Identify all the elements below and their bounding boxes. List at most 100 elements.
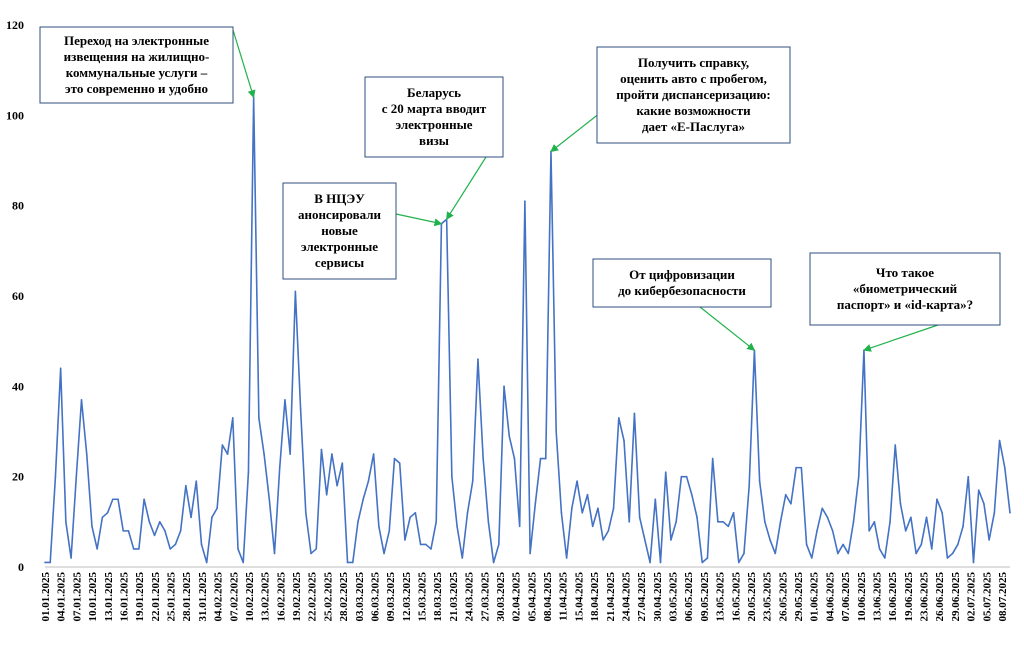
data-point <box>351 561 354 564</box>
x-tick-label: 11.04.2025 <box>558 572 570 621</box>
data-point <box>179 530 182 532</box>
data-point <box>899 502 902 505</box>
data-point <box>44 561 46 564</box>
data-point <box>581 512 584 514</box>
x-tick-label: 27.04.2025 <box>636 572 648 622</box>
data-point <box>576 480 578 482</box>
callout-text-line: новые <box>321 223 358 238</box>
callout-text-line: электронные <box>301 239 378 254</box>
data-point <box>263 453 265 455</box>
x-tick-label: 07.02.2025 <box>228 572 240 622</box>
x-tick-label: 13.02.2025 <box>260 572 272 622</box>
data-point <box>967 475 970 478</box>
data-point <box>774 552 777 555</box>
data-point <box>138 548 140 550</box>
y-tick-label: 120 <box>6 18 24 32</box>
data-point <box>800 466 803 469</box>
callout-text-line: паспорт» и «id-карта»? <box>837 297 973 312</box>
data-point <box>638 516 641 519</box>
data-point <box>461 557 464 559</box>
data-point <box>847 552 850 555</box>
callout-text-line: В НЦЭУ <box>314 191 365 206</box>
data-point <box>977 489 980 492</box>
data-point <box>831 530 834 532</box>
data-point <box>388 530 391 532</box>
data-point <box>633 412 636 415</box>
data-point <box>889 521 891 523</box>
data-point <box>628 521 631 523</box>
data-point <box>701 561 704 564</box>
data-point <box>404 539 406 541</box>
data-point <box>941 512 943 514</box>
x-tick-label: 28.01.2025 <box>181 572 193 622</box>
data-point <box>873 521 876 523</box>
data-point <box>737 561 740 564</box>
data-point <box>513 457 516 460</box>
y-tick-label: 80 <box>12 199 24 213</box>
callout-arrow <box>550 112 601 153</box>
data-point <box>691 493 693 496</box>
data-point <box>101 516 104 519</box>
data-point <box>837 552 839 555</box>
x-tick-label: 10.01.2025 <box>87 572 99 622</box>
x-tick-label: 05.04.2025 <box>526 572 538 622</box>
x-tick-label: 03.05.2025 <box>668 572 680 622</box>
data-point <box>910 516 912 519</box>
x-tick-label: 13.05.2025 <box>715 572 727 622</box>
data-point <box>367 480 370 482</box>
x-tick-label: 02.04.2025 <box>511 572 523 622</box>
y-axis: 0 20 40 60 80 100 120 <box>6 18 1010 574</box>
data-point <box>174 543 177 546</box>
data-point <box>930 548 933 550</box>
callout-box <box>809 252 1001 326</box>
data-point <box>91 525 93 528</box>
data-point <box>211 516 213 519</box>
data-point <box>972 561 975 564</box>
data-point <box>205 561 208 564</box>
data-point <box>644 539 646 541</box>
data-point <box>247 471 250 473</box>
data-point <box>357 521 359 523</box>
data-point <box>221 444 224 446</box>
data-point <box>424 543 427 546</box>
data-point <box>743 552 745 555</box>
data-point <box>779 521 782 523</box>
data-point <box>320 448 323 451</box>
data-point <box>466 512 469 514</box>
series-line <box>45 96 1011 564</box>
data-point <box>106 512 109 514</box>
data-point <box>790 502 792 505</box>
x-tick-label: 12.03.2025 <box>401 572 413 622</box>
data-point <box>409 516 411 519</box>
data-point <box>654 498 657 501</box>
data-point <box>231 417 234 419</box>
x-tick-label: 23.05.2025 <box>762 572 774 622</box>
data-point <box>727 525 730 528</box>
data-point <box>805 543 808 546</box>
x-tick-label: 29.06.2025 <box>950 572 962 622</box>
data-point <box>544 457 547 460</box>
data-point <box>305 512 307 514</box>
x-tick-label: 10.06.2025 <box>856 572 868 622</box>
y-tick-label: 100 <box>6 108 24 122</box>
callout-text-line: Беларусь <box>407 85 461 100</box>
data-point <box>310 552 312 555</box>
callout-arrow <box>395 213 443 227</box>
data-point <box>362 498 364 501</box>
x-tick-label: 15.03.2025 <box>417 572 429 622</box>
data-point <box>75 475 78 478</box>
data-point <box>226 453 229 455</box>
callout-arrow <box>232 29 256 99</box>
callout-text-line: до кибербезопасности <box>618 283 746 298</box>
data-point <box>946 557 949 559</box>
data-point <box>471 480 474 482</box>
data-point <box>769 539 771 541</box>
data-point <box>925 516 928 519</box>
data-point <box>670 539 672 541</box>
y-tick-label: 40 <box>12 379 24 393</box>
data-point <box>325 493 328 496</box>
x-tick-label: 30.03.2025 <box>495 572 507 622</box>
x-tick-label: 30.04.2025 <box>652 572 664 622</box>
data-point <box>884 557 886 559</box>
